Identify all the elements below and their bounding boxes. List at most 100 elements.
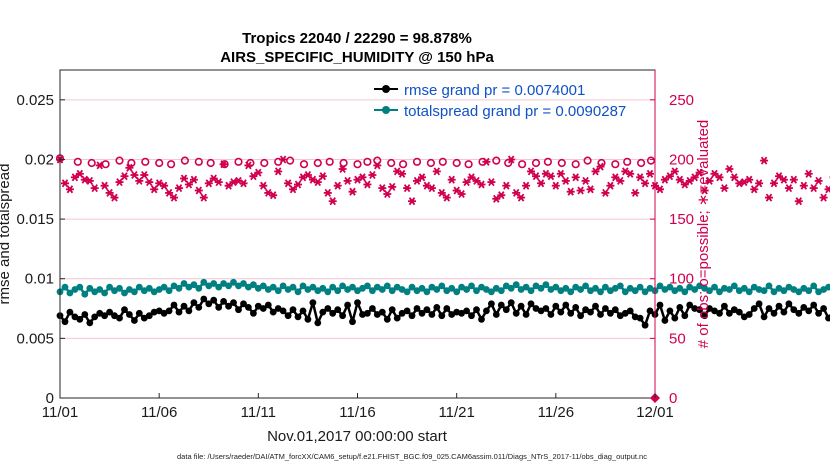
obs-evaluated-point xyxy=(333,181,342,190)
obs-evaluated-point xyxy=(408,197,416,206)
rmse-point xyxy=(512,309,520,317)
obs-evaluated-point xyxy=(249,172,258,181)
obs-evaluated-point xyxy=(616,176,625,185)
totalspread-point xyxy=(106,283,113,291)
obs-evaluated-point xyxy=(735,179,744,188)
obs-evaluated-point xyxy=(318,172,327,181)
rmse-point xyxy=(61,318,69,326)
totalspread-point xyxy=(676,284,684,292)
rmse-point xyxy=(636,314,644,322)
totalspread-point xyxy=(740,284,748,292)
totalspread-point xyxy=(230,278,237,286)
totalspread-point xyxy=(259,282,267,290)
obs-evaluated-point xyxy=(601,188,610,197)
obs-evaluated-point xyxy=(626,169,635,178)
obs-evaluated-point xyxy=(398,169,407,178)
totalspread-point xyxy=(706,287,713,295)
totalspread-point xyxy=(636,283,644,291)
obs-possible-point xyxy=(194,157,203,166)
obs-evaluated-point xyxy=(442,193,451,202)
obs-possible-point xyxy=(399,160,408,169)
x-tick-label: 11/26 xyxy=(538,404,574,421)
obs-possible-point xyxy=(611,160,620,169)
rmse-point xyxy=(552,302,560,310)
totalspread-point xyxy=(805,287,813,295)
rmse-point xyxy=(567,309,575,317)
obs-possible-point xyxy=(87,158,96,168)
obs-evaluated-point xyxy=(125,163,134,172)
obs-possible-point xyxy=(646,156,656,165)
rmse-point xyxy=(557,308,565,316)
obs-evaluated-point xyxy=(145,178,154,187)
totalspread-point xyxy=(433,286,441,293)
rmse-point xyxy=(279,307,287,315)
totalspread-point xyxy=(468,282,475,290)
totalspread-point xyxy=(825,283,830,291)
obs-evaluated-point xyxy=(571,173,580,182)
totalspread-point xyxy=(403,288,411,296)
obs-evaluated-point xyxy=(457,189,466,199)
totalspread-point xyxy=(289,283,297,291)
rmse-point xyxy=(185,307,193,315)
obs-evaluated-point xyxy=(170,193,178,202)
obs-evaluated-point xyxy=(135,176,144,185)
totalspread-point xyxy=(656,282,664,290)
rmse-series xyxy=(56,295,830,329)
rmse-point xyxy=(522,311,530,318)
rmse-point xyxy=(641,321,649,329)
x-axis-label: Nov.01,2017 00:00:00 start xyxy=(267,428,448,445)
obs-evaluated-point xyxy=(546,172,555,181)
footer-data-file: data file: /Users/raeder/DAI/ATM_forcXX/… xyxy=(177,452,647,461)
obs-evaluated-point xyxy=(274,167,283,176)
rmse-point xyxy=(602,305,609,312)
obs-evaluated-point xyxy=(180,174,188,183)
obs-evaluated-point xyxy=(279,155,288,164)
totalspread-point xyxy=(760,287,768,295)
rmse-point xyxy=(388,306,396,314)
obs-evaluated-point xyxy=(432,167,441,176)
obs-evaluated-point xyxy=(487,178,496,187)
totalspread-point xyxy=(165,287,173,295)
totalspread-point xyxy=(378,286,386,293)
rmse-point xyxy=(344,301,351,309)
rmse-point xyxy=(587,308,594,316)
rmse-point xyxy=(463,307,470,315)
totalspread-point xyxy=(602,283,609,291)
obs-possible-point xyxy=(180,156,189,165)
rmse-point xyxy=(250,309,257,317)
obs-evaluated-point xyxy=(556,169,565,178)
totalspread-point xyxy=(383,282,391,290)
totalspread-point xyxy=(488,288,495,296)
obs-evaluated-point xyxy=(150,185,159,194)
y-right-tick-label: 200 xyxy=(669,151,694,168)
totalspread-point xyxy=(369,287,376,295)
rmse-point xyxy=(190,299,198,306)
rmse-point xyxy=(790,306,798,314)
rmse-point xyxy=(215,304,223,311)
obs-possible-point xyxy=(363,157,372,166)
rmse-point xyxy=(478,315,485,323)
obs-evaluated-point xyxy=(586,185,595,194)
rmse-point xyxy=(195,304,203,311)
rmse-point xyxy=(800,304,808,311)
plot-area xyxy=(60,70,655,398)
rmse-point xyxy=(592,302,599,310)
totalspread-point xyxy=(225,282,233,290)
obs-evaluated-point xyxy=(799,181,808,190)
obs-evaluated-point xyxy=(140,170,149,180)
obs-evaluated-point xyxy=(65,185,74,194)
rmse-point xyxy=(681,312,689,320)
obs-evaluated-point xyxy=(670,167,679,176)
rmse-point xyxy=(785,300,793,308)
obs-evaluated-point xyxy=(566,187,575,196)
rmse-point xyxy=(225,302,233,310)
rmse-point xyxy=(220,298,228,305)
obs-possible-point xyxy=(623,157,632,166)
rmse-point xyxy=(418,309,426,317)
rmse-point xyxy=(750,305,758,312)
obs-evaluated-point xyxy=(85,176,94,185)
rmse-point xyxy=(701,312,708,320)
rmse-point xyxy=(264,301,272,309)
obs-evaluated-point xyxy=(313,178,322,187)
rmse-point xyxy=(597,311,604,318)
